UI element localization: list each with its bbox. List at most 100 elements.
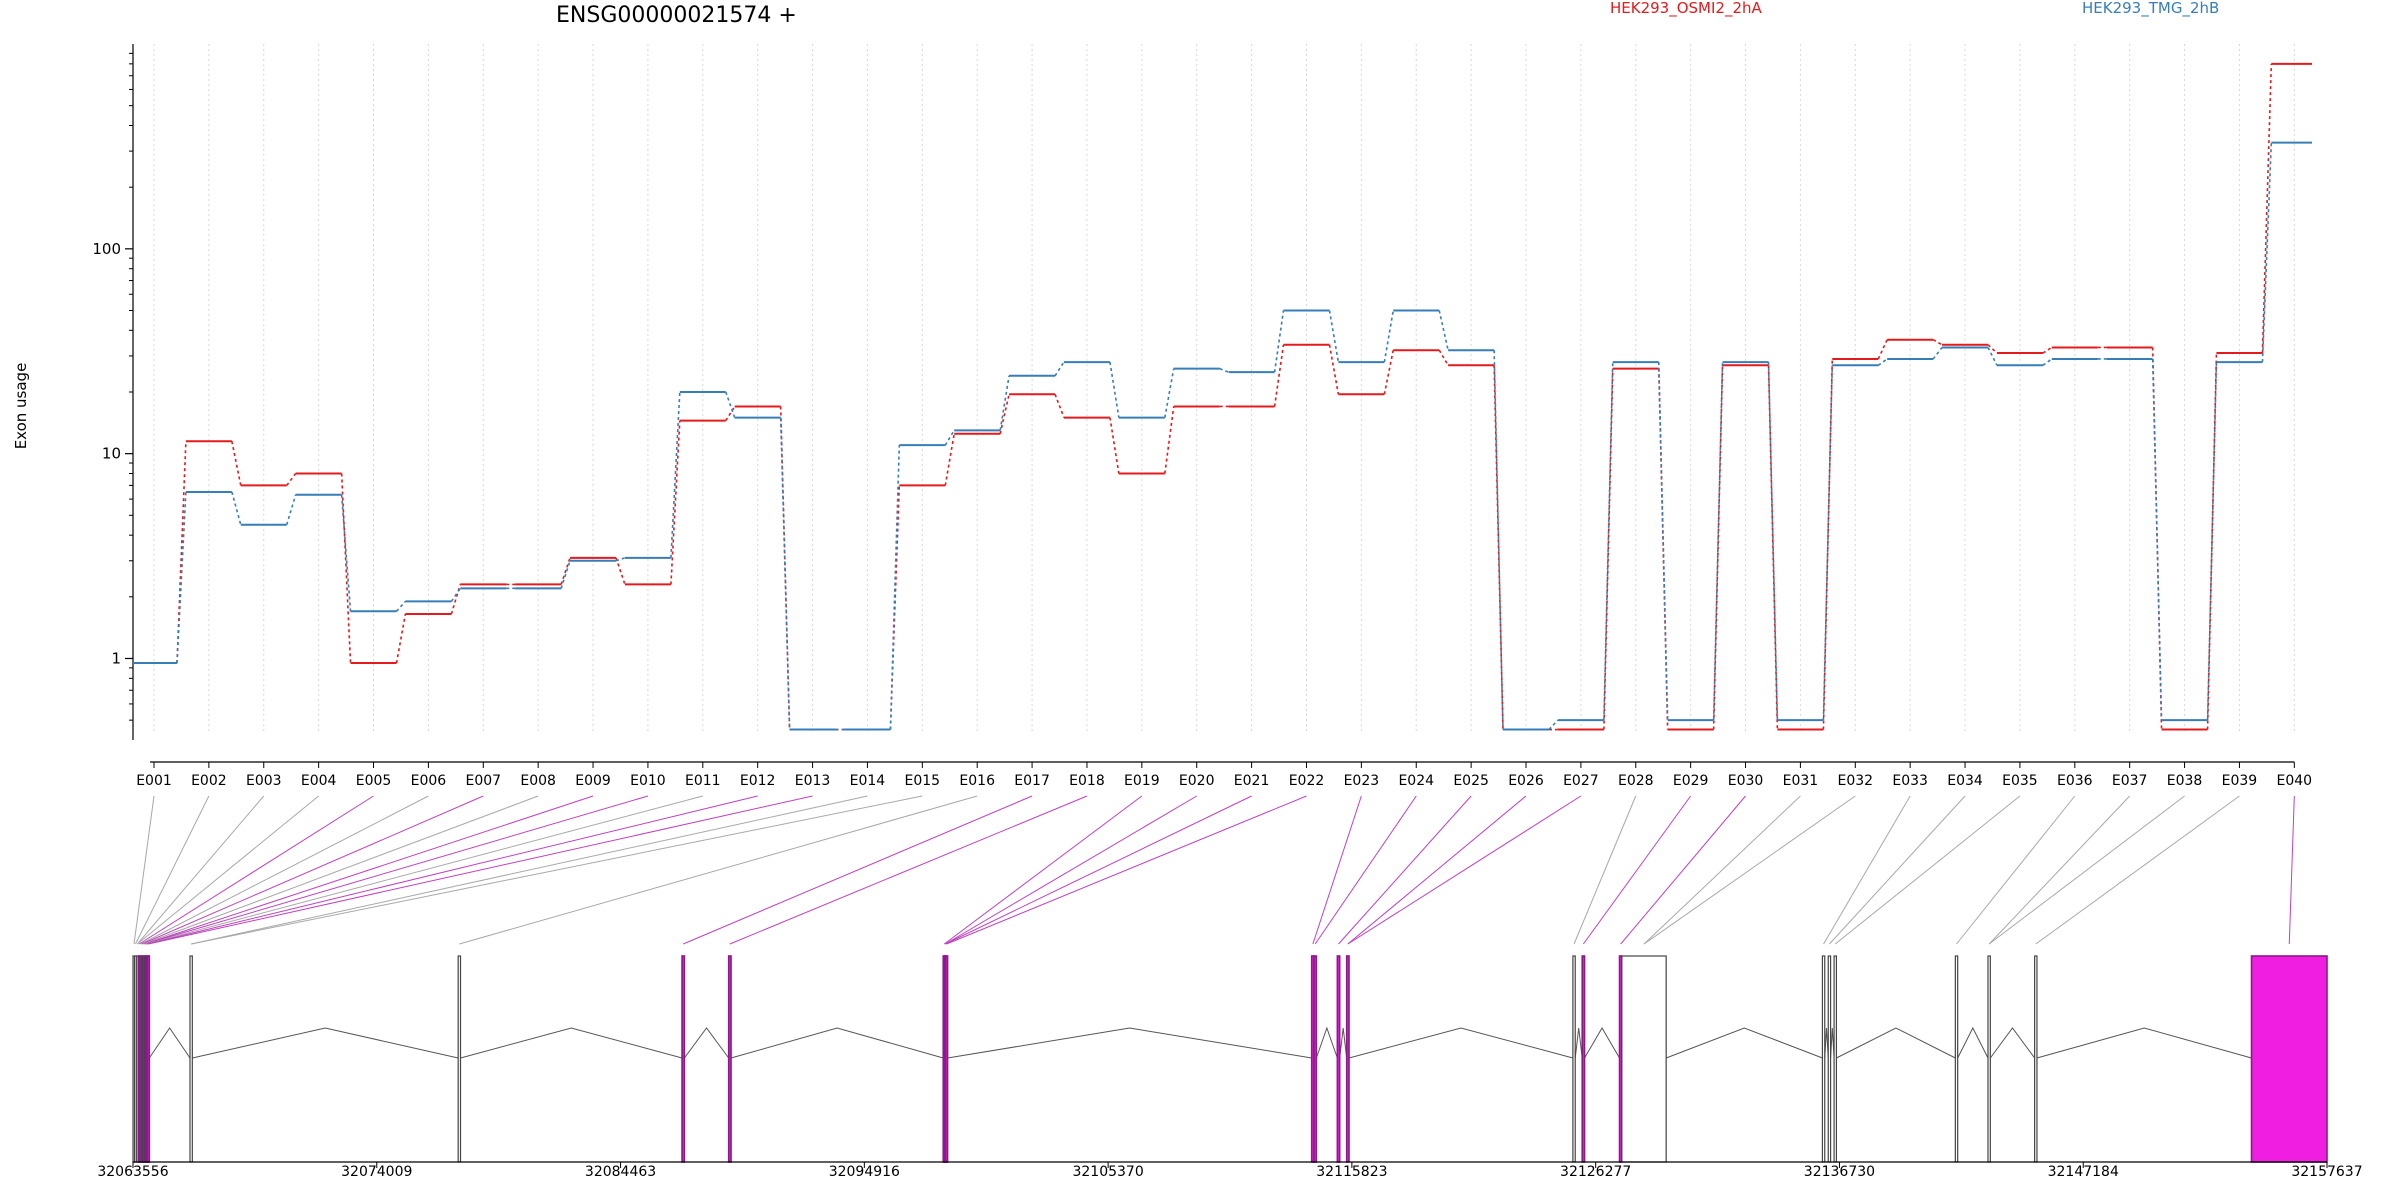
series-1-connector: [2261, 63, 2273, 354]
exon-connector: [1988, 795, 2131, 945]
coordinate-tick-label: 32105370: [1072, 1164, 1143, 1180]
series-2-connector: [1987, 347, 1998, 366]
exon-connector: [459, 795, 978, 945]
x-tick-label: E009: [575, 773, 611, 789]
exon-box: [1572, 955, 1576, 1163]
series-1-connector: [670, 420, 681, 585]
coordinate-tick-label: 32074009: [341, 1164, 412, 1180]
coordinate-tick-label: 32136730: [1804, 1164, 1875, 1180]
series-1-connector: [1767, 365, 1779, 730]
series-2-connector: [2151, 358, 2163, 721]
x-tick-label: E028: [1618, 773, 1654, 789]
series-1-connector: [340, 473, 352, 664]
x-tick-label: E013: [795, 773, 831, 789]
x-tick-label: E026: [1508, 773, 1544, 789]
exon-connector: [1829, 795, 1966, 945]
exon-connector: [147, 795, 758, 945]
y-tick-label: 10: [102, 445, 121, 463]
exon-box: [1345, 955, 1350, 1163]
series-2-connector: [670, 391, 681, 558]
x-tick-label: E029: [1673, 773, 1709, 789]
exon-connector: [138, 795, 374, 945]
exon-box: [1954, 955, 1959, 1163]
intron-line: [1957, 1026, 1989, 1059]
x-tick-label: E040: [2277, 773, 2313, 789]
exon-connector: [1834, 795, 2021, 945]
exon-connector: [148, 795, 813, 945]
series-2-connector: [1932, 346, 1943, 360]
series-1-connector: [944, 433, 955, 486]
exon-connector: [144, 795, 649, 945]
series-1-connector: [725, 406, 736, 422]
series-2-connector: [1383, 310, 1395, 363]
series-2-connector: [231, 491, 242, 525]
exon-connector: [1312, 795, 1362, 945]
x-tick-label: E039: [2222, 773, 2258, 789]
series-2-connector: [725, 391, 736, 418]
exon-connector: [945, 795, 1197, 945]
exon-connector: [1338, 795, 1472, 945]
x-tick-label: E037: [2112, 773, 2148, 789]
coordinate-tick-label: 32063556: [97, 1164, 168, 1180]
exon-connector: [1956, 795, 2076, 945]
x-tick-label: E002: [191, 773, 227, 789]
intron-line: [1836, 1027, 1956, 1059]
coordinate-tick-label: 32115823: [1316, 1164, 1387, 1180]
legend-series-1: HEK293_OSMI2_2hA: [1610, 0, 1763, 18]
series-1: [133, 62, 2312, 731]
series-1-connector: [560, 557, 571, 585]
x-tick-label: E008: [520, 773, 556, 789]
x-tick-label: E031: [1783, 773, 1819, 789]
intron-line: [730, 1027, 944, 1059]
exon-connector: [145, 795, 703, 945]
series-1-connector: [395, 613, 407, 664]
exon-box: [727, 955, 732, 1163]
series-1-connector: [1712, 365, 1724, 730]
intron-line: [683, 1027, 730, 1059]
series-2-connector: [615, 557, 626, 562]
series-1-connector: [999, 394, 1010, 434]
exon-box: [1987, 955, 1991, 1163]
series-2-connector: [1054, 361, 1065, 377]
x-tick-label: E012: [740, 773, 776, 789]
series-2-connector: [1877, 358, 1888, 366]
exon-connector: [144, 795, 594, 945]
x-tick-label: E005: [356, 773, 392, 789]
x-tick-label: E021: [1234, 773, 1270, 789]
exon-connector: [1643, 795, 1801, 945]
exon-connectors: [133, 795, 2295, 945]
exon-connector: [729, 795, 1088, 945]
exon-box: [2250, 955, 2328, 1163]
gridlines: [153, 44, 2295, 734]
exon-connector: [945, 795, 1252, 945]
exon-connector: [133, 795, 155, 945]
series-1-connector: [1164, 406, 1175, 474]
series-2-connector: [2042, 358, 2053, 366]
series-2-connector: [395, 600, 406, 612]
exon-connector: [1620, 795, 1746, 945]
exon-box: [1821, 955, 1826, 1163]
x-tick-label: E006: [411, 773, 447, 789]
x-tick-label: E014: [850, 773, 886, 789]
exon-box: [2034, 955, 2038, 1163]
exon-connector: [1347, 795, 1582, 945]
exon-box: [1827, 955, 1832, 1163]
intron-line: [947, 1027, 1312, 1059]
series-1-connector: [1054, 393, 1065, 418]
exon-box: [189, 955, 193, 1163]
exon-connector: [191, 795, 868, 945]
coordinate-tick-label: 32157637: [2291, 1164, 2362, 1180]
series-1-connector: [1273, 344, 1285, 407]
exon-box: [681, 955, 686, 1163]
gene-model: 32063556 32074009 32084463 32094916 32105370…: [97, 955, 2363, 1180]
intron-line: [1665, 1027, 1823, 1059]
x-tick-label: E030: [1728, 773, 1764, 789]
exon-connector: [1988, 795, 2185, 945]
intron-line: [1584, 1027, 1620, 1059]
exon-connector: [140, 795, 429, 945]
intron-line: [1348, 1027, 1574, 1059]
exon-box: [1336, 955, 1341, 1163]
x-tick-label: E033: [1892, 773, 1928, 789]
exon-box: [1833, 955, 1838, 1163]
series-1-connector: [1877, 339, 1888, 360]
